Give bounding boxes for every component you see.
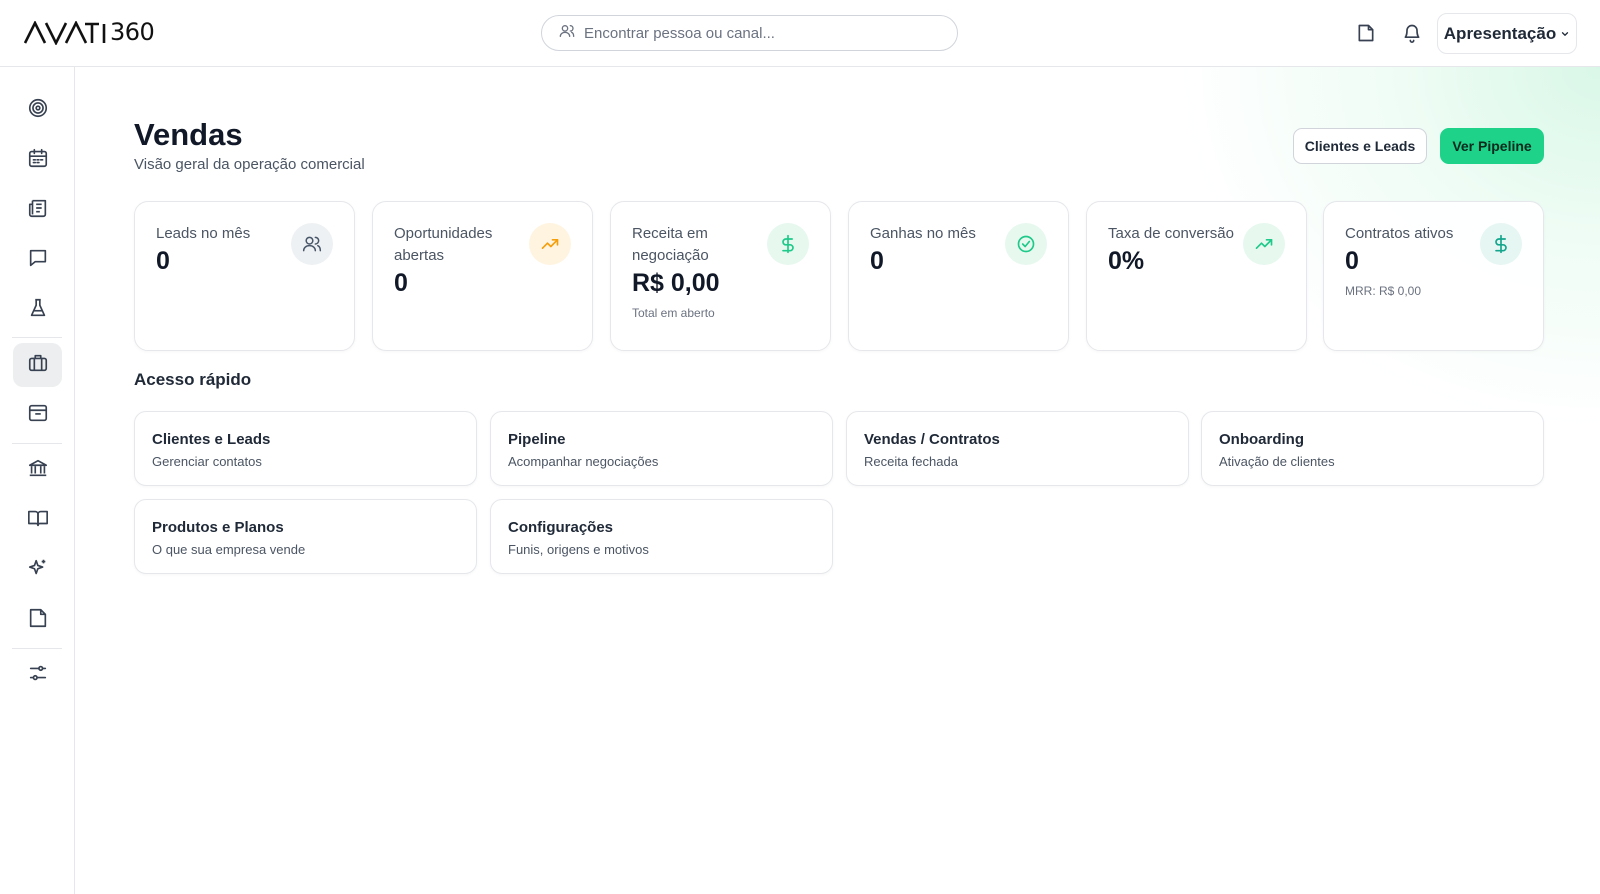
stat-card-won: Ganhas no mês 0 (848, 201, 1069, 351)
avati360-logo (24, 21, 106, 45)
sidebar-item-calendar[interactable] (13, 138, 62, 182)
logo-digits: 360 (110, 18, 155, 46)
sidebar-divider (12, 443, 62, 444)
stat-label: Oportunidades abertas (394, 225, 493, 264)
stat-label: Receita em negociação (632, 225, 709, 264)
bank-icon (27, 457, 49, 484)
stat-label: Ganhas no mês (870, 225, 976, 242)
quick-access-title: Acesso rápido (134, 370, 252, 389)
trending-up-icon (529, 223, 571, 265)
stat-value: 0 (870, 247, 884, 275)
quick-link-description: Funis, origens e motivos (508, 542, 649, 557)
quick-link-description: Ativação de clientes (1219, 454, 1335, 469)
note-icon (27, 607, 49, 634)
quick-link-products-plans[interactable]: Produtos e Planos O que sua empresa vend… (134, 499, 477, 574)
stat-value: 0 (1345, 247, 1359, 275)
view-pipeline-button[interactable]: Ver Pipeline (1440, 128, 1544, 164)
sidebar-item-inbox[interactable] (13, 393, 62, 437)
stat-value: R$ 0,00 (632, 269, 720, 297)
sidebar-divider (12, 337, 62, 338)
quick-link-title: Onboarding (1219, 431, 1304, 448)
flask-icon (27, 297, 49, 324)
sidebar-item-finance[interactable] (13, 448, 62, 492)
quick-link-title: Pipeline (508, 431, 566, 448)
chevron-down-icon (1560, 24, 1570, 44)
chat-icon (27, 247, 49, 274)
workspace-selector[interactable]: Apresentação (1437, 13, 1577, 54)
clients-leads-button[interactable]: Clientes e Leads (1293, 128, 1427, 164)
briefcase-icon (27, 352, 49, 379)
quick-link-title: Vendas / Contratos (864, 431, 1000, 448)
quick-link-pipeline[interactable]: Pipeline Acompanhar negociações (490, 411, 833, 486)
sidebar-item-library[interactable] (13, 498, 62, 542)
book-icon (27, 507, 49, 534)
stat-card-opportunities: Oportunidades abertas 0 (372, 201, 593, 351)
sidebar-item-chat[interactable] (13, 238, 62, 282)
inbox-icon (27, 402, 49, 429)
logo[interactable]: 360 (24, 18, 155, 46)
quick-link-sales-contracts[interactable]: Vendas / Contratos Receita fechada (846, 411, 1189, 486)
quick-link-title: Clientes e Leads (152, 431, 271, 448)
sidebar-item-ai[interactable] (13, 548, 62, 592)
calendar-icon (27, 147, 49, 174)
search-box[interactable] (541, 15, 958, 51)
main-content: Vendas Visão geral da operação comercial… (75, 67, 1600, 894)
user-search-icon (559, 23, 575, 44)
quick-link-title: Produtos e Planos (152, 519, 284, 536)
stat-card-conversion: Taxa de conversão 0% (1086, 201, 1307, 351)
stat-note: Total em aberto (632, 306, 715, 320)
check-circle-icon (1005, 223, 1047, 265)
quick-link-onboarding[interactable]: Onboarding Ativação de clientes (1201, 411, 1544, 486)
page-title: Vendas (134, 117, 243, 152)
sidebar (0, 67, 75, 894)
trending-up-icon (1243, 223, 1285, 265)
search-input[interactable] (584, 24, 944, 42)
stat-card-leads: Leads no mês 0 (134, 201, 355, 351)
stat-value: 0% (1108, 247, 1145, 275)
stat-note: MRR: R$ 0,00 (1345, 284, 1422, 298)
quick-link-description: Acompanhar negociações (508, 454, 659, 469)
quick-link-title: Configurações (508, 519, 614, 536)
users-icon (291, 223, 333, 265)
bell-icon[interactable] (1400, 21, 1424, 45)
workspace-label: Apresentação (1443, 23, 1557, 43)
quick-link-description: Gerenciar contatos (152, 454, 262, 469)
sliders-icon (27, 662, 49, 689)
stat-value: 0 (394, 269, 408, 297)
quick-link-settings[interactable]: Configurações Funis, origens e motivos (490, 499, 833, 574)
sidebar-item-sales[interactable] (13, 343, 62, 387)
stat-label: Taxa de conversão (1108, 225, 1234, 242)
sparkles-icon (27, 557, 49, 584)
sidebar-item-notes[interactable] (13, 598, 62, 642)
quick-link-clients-leads[interactable]: Clientes e Leads Gerenciar contatos (134, 411, 477, 486)
stat-card-revenue: Receita em negociação R$ 0,00 Total em a… (610, 201, 831, 351)
sidebar-divider (12, 648, 62, 649)
stat-label: Leads no mês (156, 225, 251, 242)
notes-icon[interactable] (1354, 21, 1378, 45)
newspaper-icon (27, 197, 49, 224)
top-bar: 360 Apresentação (0, 0, 1600, 67)
target-icon (27, 97, 49, 124)
stats-row: Leads no mês 0 Oportunidades abertas 0 R… (134, 201, 1544, 351)
dollar-icon (767, 223, 809, 265)
quick-link-description: O que sua empresa vende (152, 542, 306, 557)
sidebar-item-lab[interactable] (13, 288, 62, 332)
stat-label: Contratos ativos (1345, 225, 1454, 242)
stat-card-contracts: Contratos ativos 0 MRR: R$ 0,00 (1323, 201, 1544, 351)
page-subtitle: Visão geral da operação comercial (134, 156, 365, 173)
quick-link-description: Receita fechada (864, 454, 958, 469)
sidebar-item-goals[interactable] (13, 88, 62, 132)
sidebar-item-settings[interactable] (13, 653, 62, 697)
stat-value: 0 (156, 247, 170, 275)
sidebar-item-news[interactable] (13, 188, 62, 232)
dollar-icon (1480, 223, 1522, 265)
